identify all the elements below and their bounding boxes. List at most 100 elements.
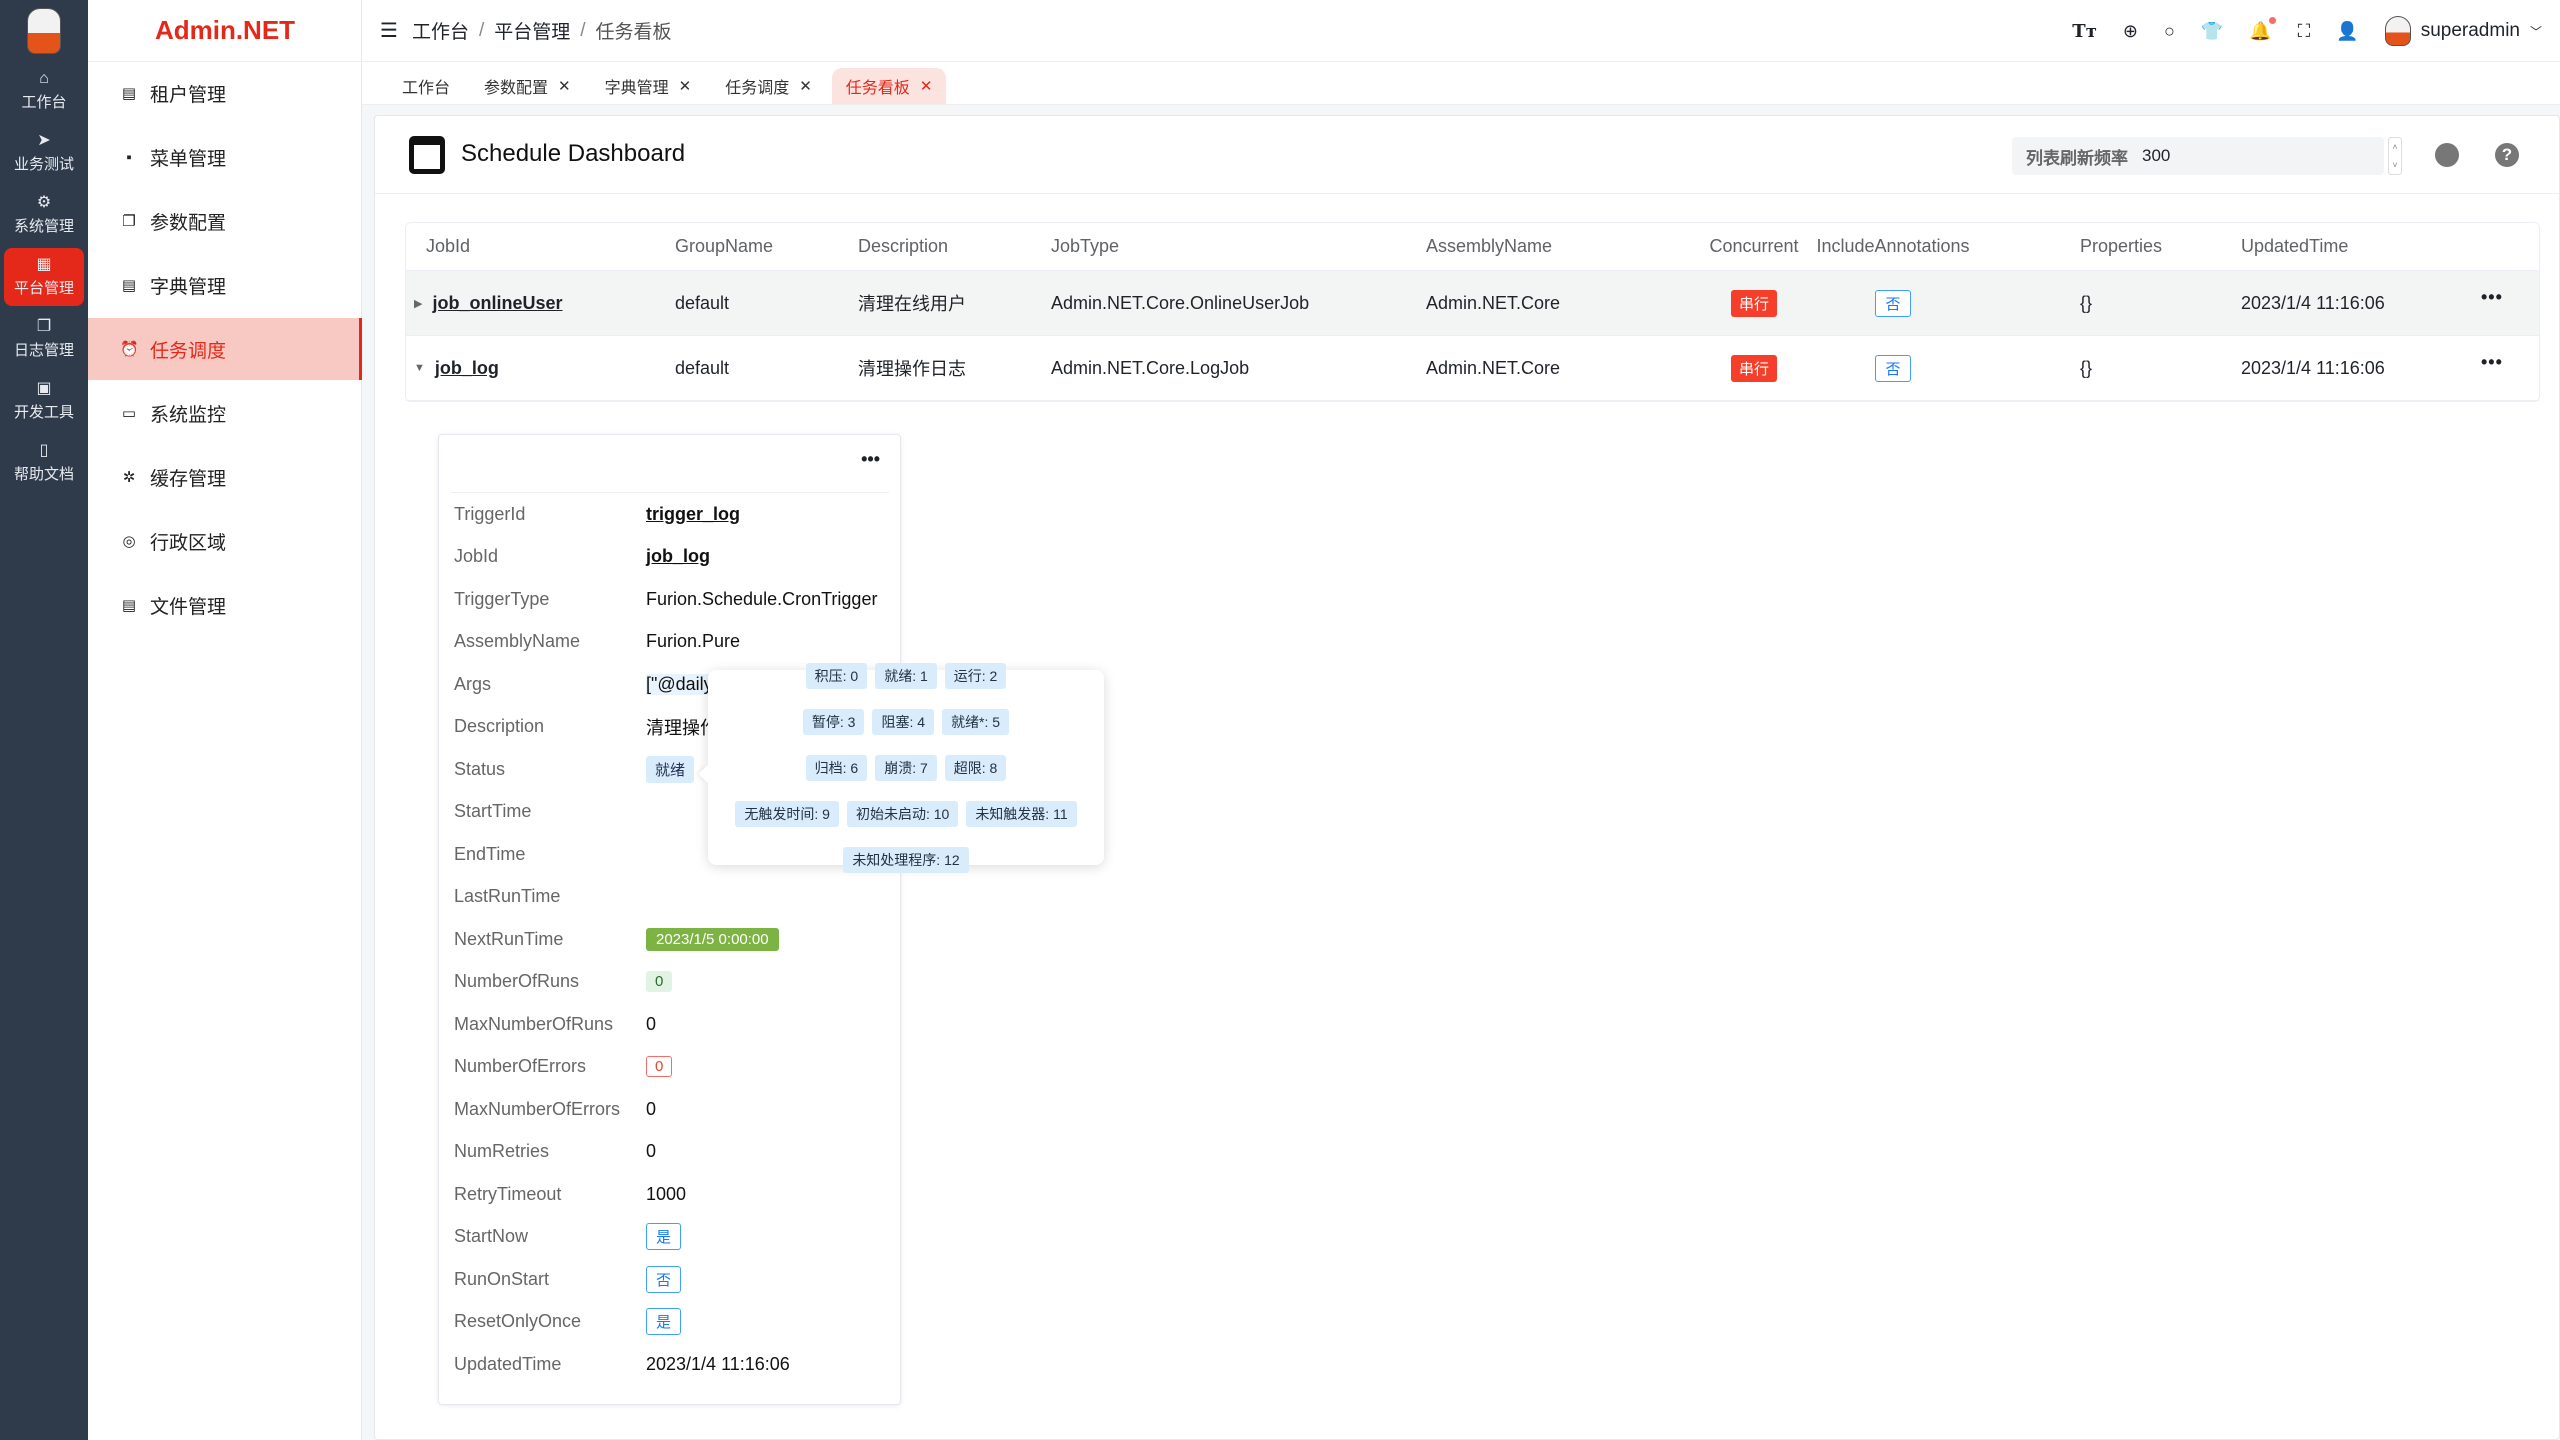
more-icon[interactable]: •••	[861, 449, 880, 469]
sidebar-item[interactable]: ▭ 系统监控	[88, 382, 362, 444]
tab[interactable]: 任务调度 ✕	[711, 68, 826, 104]
detail-row: TriggerType Furion.Schedule.CronTrigger	[454, 584, 894, 614]
rail-item-label: 平台管理	[13, 279, 74, 297]
detail-label: NumberOfErrors	[454, 1056, 587, 1076]
detail-row: RunOnStart 否	[454, 1264, 894, 1294]
rail-item[interactable]: ▦ 平台管理	[4, 248, 84, 306]
cell-concurrent: 串行	[1674, 336, 1834, 400]
rail-item[interactable]: ⌂ 工作台	[4, 62, 84, 120]
help-icon[interactable]: ?	[2495, 143, 2519, 167]
tab[interactable]: 任务看板 ✕	[831, 68, 947, 104]
status-legend-tag: 就绪*: 5	[942, 708, 1010, 735]
fullscreen-icon[interactable]: ⛶	[2297, 20, 2311, 41]
sidebar-item[interactable]: ▤ 租户管理	[88, 62, 362, 124]
rail-item-label: 系统管理	[13, 217, 74, 235]
refresh-rate-value[interactable]: 300	[2142, 146, 2171, 165]
detail-row: JobId job_log	[454, 542, 894, 572]
sidebar-item[interactable]: ▤ 文件管理	[88, 574, 362, 636]
trigger-detail-card: ••• TriggerId trigger_log JobId job_log Trig…	[438, 434, 901, 1405]
cell-jobid: ▶ job_onlineUser	[414, 271, 563, 335]
detail-tag: 2023/1/5 0:00:00	[646, 927, 779, 951]
sidebar-item[interactable]: ❐ 参数配置	[88, 190, 362, 252]
cell-groupname: default	[675, 357, 730, 378]
rail-item[interactable]: ▯ 帮助文档	[4, 434, 84, 492]
avatar	[2384, 16, 2411, 46]
detail-row: NumberOfRuns 0	[454, 967, 894, 997]
detail-tag: 0	[646, 1056, 673, 1077]
cell-concurrent: 串行	[1674, 271, 1834, 335]
tab[interactable]: 参数配置 ✕	[470, 68, 585, 104]
sidebar-item-label: 系统监控	[150, 404, 227, 426]
detail-label: NumRetries	[454, 1141, 550, 1161]
status-legend-tag: 积压: 0	[805, 662, 868, 689]
sidebar-item[interactable]: ◎ 行政区域	[88, 510, 362, 572]
detail-tag[interactable]: 就绪	[646, 755, 695, 783]
column-header: GroupName	[675, 236, 774, 256]
annotations-tag: 否	[1875, 289, 1911, 317]
table-row[interactable]: ▶ job_onlineUser default 清理在线用户 Admin.NET.Co…	[406, 271, 2539, 336]
close-icon[interactable]: ✕	[558, 78, 571, 95]
font-size-icon[interactable]: Tт	[2072, 20, 2097, 42]
job-id-link[interactable]: job_log	[434, 357, 499, 378]
caret-down-icon[interactable]: ▼	[414, 362, 425, 374]
breadcrumb-item[interactable]: 工作台	[411, 22, 469, 43]
detail-row: RetryTimeout 1000	[454, 1179, 894, 1209]
tab[interactable]: 字典管理 ✕	[591, 68, 706, 104]
icon-rail: ⌂ 工作台 ➤ 业务测试 ⚙ 系统管理 ▦ 平台管理 ❐ 日志管理 ▣ 开发工具 ▯ 帮助文档	[0, 0, 88, 1440]
more-icon[interactable]: •••	[2481, 286, 2503, 307]
detail-label: Status	[454, 758, 506, 779]
detail-label: Description	[454, 716, 545, 736]
search-icon[interactable]: ○	[2163, 20, 2175, 41]
detail-label: Args	[454, 673, 492, 694]
caret-right-icon[interactable]: ▶	[414, 297, 423, 310]
copy-icon: ❐	[122, 213, 136, 230]
dark-mode-icon[interactable]	[2435, 143, 2459, 167]
tab-label: 任务调度	[725, 80, 790, 97]
breadcrumb: 工作台 / 平台管理 / 任务看板	[412, 17, 672, 44]
sidebar-item[interactable]: ▪ 菜单管理	[88, 126, 362, 188]
close-icon[interactable]: ✕	[799, 78, 812, 95]
tab[interactable]: 工作台	[388, 68, 464, 104]
jobs-table: JobId GroupName Description JobType Assembly…	[405, 222, 2540, 402]
bell-icon[interactable]: 🔔	[2249, 16, 2277, 41]
detail-label: RetryTimeout	[454, 1183, 562, 1204]
user-menu[interactable]: superadmin ﹀	[2384, 16, 2542, 46]
rail-item[interactable]: ➤ 业务测试	[4, 124, 84, 182]
rail-item[interactable]: ⚙ 系统管理	[4, 186, 84, 244]
rail-item[interactable]: ▣ 开发工具	[4, 372, 84, 430]
cell-groupname: default	[675, 292, 730, 313]
annotations-tag: 否	[1875, 354, 1911, 382]
copy-icon: ❐	[36, 317, 52, 335]
detail-row: ResetOnlyOnce 是	[454, 1307, 894, 1337]
sidebar-item[interactable]: ⏰ 任务调度	[88, 318, 362, 380]
sidebar-item-label: 菜单管理	[150, 148, 227, 170]
sidebar-item[interactable]: ▤ 字典管理	[88, 254, 362, 316]
refresh-rate-input[interactable]: 列表刷新频率 300	[2012, 137, 2384, 175]
book-icon: ▤	[121, 277, 137, 294]
cell-description: 清理在线用户	[858, 294, 966, 314]
language-icon[interactable]: ⊕	[2122, 20, 2138, 41]
close-icon[interactable]: ✕	[678, 78, 692, 95]
refresh-rate-stepper[interactable]: ˄ ˅	[2388, 137, 2402, 175]
grid-icon: ▦	[36, 255, 52, 273]
more-icon[interactable]: •••	[2481, 351, 2503, 372]
cell-properties: {}	[2080, 292, 2093, 313]
detail-value: Furion.Pure	[646, 631, 741, 651]
detail-value: 0	[646, 1141, 657, 1161]
detail-link[interactable]: trigger_log	[646, 503, 741, 524]
close-icon[interactable]: ✕	[919, 78, 933, 95]
theme-shirt-icon[interactable]: 👕	[2200, 20, 2224, 41]
sidebar-item[interactable]: ✲ 缓存管理	[88, 446, 362, 508]
detail-row: TriggerId trigger_log	[454, 499, 894, 529]
table-row[interactable]: ▼ job_log default 清理操作日志 Admin.NET.Core.LogJ…	[406, 336, 2539, 401]
job-id-link[interactable]: job_onlineUser	[432, 292, 563, 313]
detail-tag: 0	[646, 971, 673, 992]
breadcrumb-item[interactable]: 平台管理	[494, 22, 571, 43]
rail-item[interactable]: ❐ 日志管理	[4, 310, 84, 368]
menu-collapse-icon[interactable]: ☰	[380, 20, 398, 42]
top-header: ☰ 工作台 / 平台管理 / 任务看板 Tт ⊕ ○ 👕 🔔 ⛶ 👤 superad…	[362, 0, 2560, 62]
detail-link[interactable]: job_log	[646, 546, 710, 566]
user-icon[interactable]: 👤	[2336, 20, 2359, 41]
detail-label: NextRunTime	[454, 928, 564, 949]
cell-updatedtime: 2023/1/4 11:16:06	[2241, 357, 2385, 378]
